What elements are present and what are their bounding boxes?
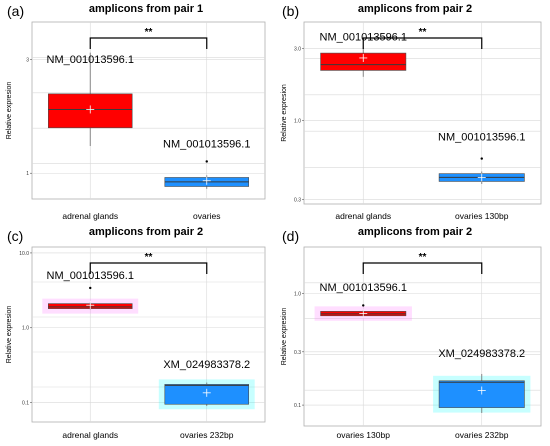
box-ovaries-130bp: [314, 304, 412, 321]
y-tick-label: 1.0: [294, 119, 301, 125]
x-tick-label: ovaries: [193, 211, 220, 221]
x-tick-label: ovaries 232bp: [455, 430, 509, 440]
outlier-point: [362, 304, 365, 307]
annotation-label: XM_024983378.2: [163, 359, 250, 371]
panel-2: (b) amplicons from pair 2 3.0 1.0 0.3 Relativ…: [281, 3, 542, 221]
significance-bracket: [89, 262, 208, 274]
annotation-label: NM_001013596.1: [47, 270, 134, 282]
panel-label: (a): [7, 3, 24, 19]
annotation-label: NM_001013596.1: [163, 139, 250, 151]
x-tick-label: ovaries 130bp: [337, 430, 391, 440]
y-axis-title: Relative expresion: [6, 82, 13, 140]
annotation-label: NM_001013596.1: [47, 54, 134, 66]
outlier-point: [89, 286, 92, 290]
y-tick-label: 0.1: [22, 401, 29, 407]
box-ovaries-232bp: [158, 379, 255, 410]
panel-title: amplicons from pair 1: [89, 3, 203, 15]
box-adrenal-glands: [42, 286, 139, 314]
significance-bracket: [362, 262, 483, 274]
y-tick-label: 1.0: [22, 326, 29, 332]
x-tick-label: ovaries 130bp: [455, 211, 509, 221]
panel-label: (c): [7, 228, 23, 244]
y-tick-label: 1.0: [294, 291, 301, 297]
box-adrenal-glands: [48, 52, 133, 147]
annotation-label: XM_024983378.2: [438, 348, 525, 360]
box-ovaries-130bp: [438, 157, 525, 184]
panel-title: amplicons from pair 2: [358, 226, 472, 238]
panel-label: (b): [282, 3, 299, 19]
significance-bracket: [89, 37, 208, 49]
x-tick-label: adrenal glands: [62, 211, 118, 221]
y-tick-label: 0.1: [294, 403, 301, 409]
outlier-point: [205, 160, 208, 163]
x-tick-label: adrenal glands: [335, 211, 391, 221]
outlier-point: [480, 157, 483, 160]
significance-bracket: [362, 37, 483, 49]
box-adrenal-glands: [320, 47, 407, 77]
box-ovaries: [164, 160, 249, 189]
x-tick-label: adrenal glands: [62, 430, 118, 440]
panel-label: (d): [282, 228, 299, 244]
panel-title: amplicons from pair 2: [358, 3, 472, 15]
annotation-label: NM_001013596.1: [320, 282, 407, 294]
panel-1: (a) amplicons from pair 1 3 1 Relative expre…: [6, 3, 266, 221]
y-axis-title: Relative expresion: [281, 308, 288, 366]
significance-label: **: [145, 252, 153, 263]
significance-label: **: [419, 252, 427, 263]
significance-label: **: [145, 27, 153, 38]
y-tick-label: 0.3: [294, 350, 301, 356]
significance-label: **: [419, 27, 427, 38]
annotation-label: NM_001013596.1: [320, 31, 407, 43]
box-ovaries-232bp: [433, 373, 531, 413]
y-tick-label: 3: [26, 57, 29, 63]
panel-title: amplicons from pair 2: [89, 226, 203, 238]
y-tick-label: 0.3: [294, 197, 301, 203]
y-tick-label: 3.0: [294, 47, 301, 53]
panel-3: (c) amplicons from pair 2 10.0 1.0 0.1 Relati…: [6, 226, 266, 440]
x-tick-label: ovaries 232bp: [180, 430, 234, 440]
y-tick-label: 1: [26, 171, 29, 177]
y-axis-title: Relative expresion: [281, 84, 288, 142]
y-axis-title: Relative expresion: [6, 306, 13, 364]
annotation-label: NM_001013596.1: [438, 131, 525, 143]
y-tick-label: 10.0: [19, 251, 29, 257]
panel-4: (d) amplicons from pair 2 1.0 0.3 0.1 Relativ…: [281, 226, 542, 440]
